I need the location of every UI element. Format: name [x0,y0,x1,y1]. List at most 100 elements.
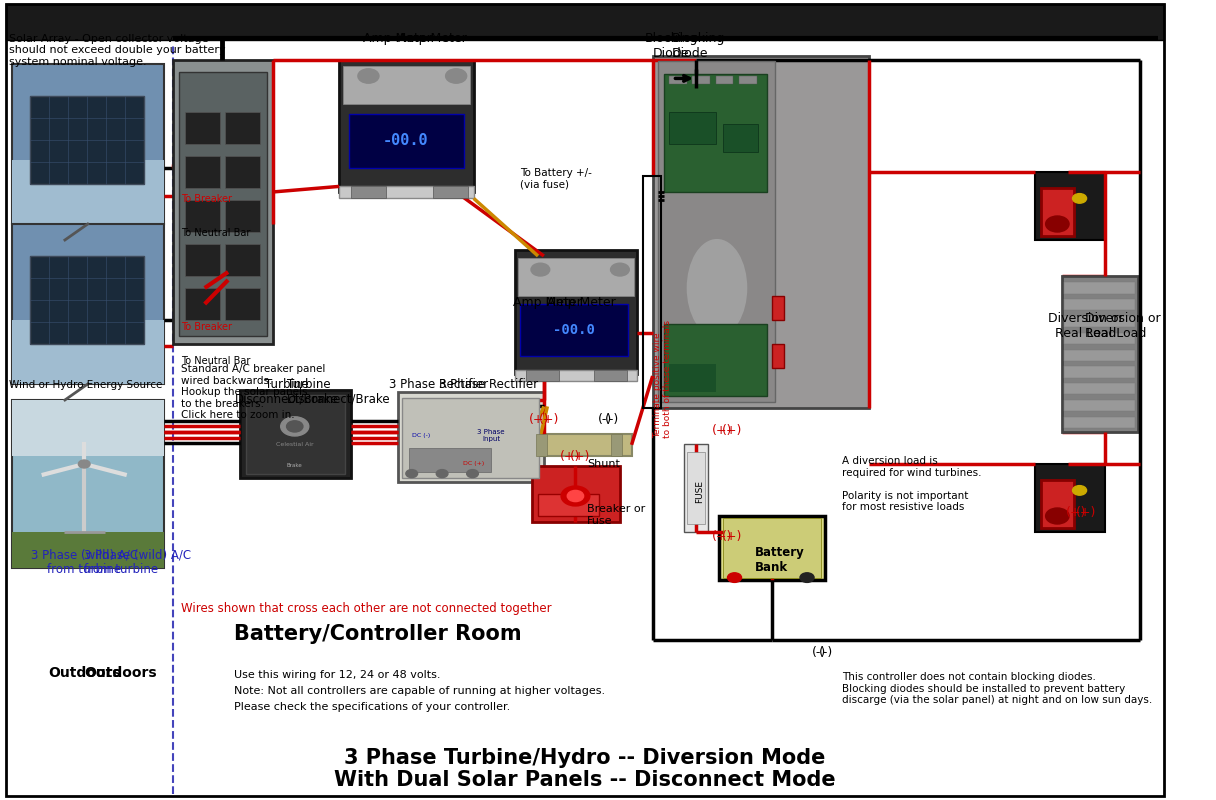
Bar [1064,316,1135,327]
Circle shape [445,69,467,83]
Bar [772,344,783,368]
Circle shape [406,470,417,478]
Text: Diversion or
Real Load: Diversion or Real Load [1048,312,1124,340]
Text: Terminate positive wire
to both of these terminals: Terminate positive wire to both of these… [653,320,672,438]
Text: With Dual Solar Panels -- Disconnect Mode: With Dual Solar Panels -- Disconnect Mod… [334,770,835,790]
Bar [1064,333,1135,344]
Text: Wind or Hydro Energy Source: Wind or Hydro Energy Source [10,380,163,390]
Bar [1064,282,1135,294]
Text: To Breaker: To Breaker [181,322,232,331]
Text: Outdoors: Outdoors [47,666,120,679]
Text: (+): (+) [711,424,732,437]
Text: Turbine
Disconnect/Brake: Turbine Disconnect/Brake [235,378,338,406]
Circle shape [568,490,584,502]
Circle shape [287,421,303,432]
Circle shape [467,470,478,478]
Text: Amp Meter: Amp Meter [513,296,581,309]
Text: -00.0: -00.0 [383,134,429,148]
Bar [1041,188,1074,236]
Text: Wires shown that cross each other are not connected together: Wires shown that cross each other are no… [181,602,552,614]
Text: (+): (+) [529,413,550,426]
Circle shape [1046,508,1069,524]
Text: 3 Phase
Input: 3 Phase Input [478,430,505,442]
Bar [1064,299,1135,310]
Bar [669,112,716,144]
Bar [351,186,385,198]
Bar [739,76,756,84]
Bar [173,60,272,344]
Bar [664,74,767,192]
Text: (-): (-) [811,646,826,659]
Bar [30,96,143,184]
Bar [433,186,468,198]
Text: To Breaker: To Breaker [181,194,232,204]
Circle shape [1073,194,1087,203]
Bar [12,400,164,568]
Text: Amp Meter: Amp Meter [364,32,432,45]
Bar [514,370,637,381]
Bar [536,434,547,456]
Bar [537,494,598,516]
Bar [225,156,260,188]
Text: (+): (+) [1066,506,1086,518]
Text: 3 Phase (wild) A/C
from turbine: 3 Phase (wild) A/C from turbine [30,548,137,576]
Bar [6,4,1164,40]
Bar [179,72,266,336]
Bar [225,200,260,232]
Bar [185,200,220,232]
Text: Blocking
Diode: Blocking Diode [671,32,725,60]
Bar [1041,480,1074,528]
Bar [185,288,220,320]
Text: To Neutral Bar: To Neutral Bar [181,228,250,238]
Text: Blocking
Diode: Blocking Diode [644,32,698,60]
Text: Battery
Bank: Battery Bank [754,546,804,574]
Bar [595,370,627,381]
Text: To Battery +/-
(via fuse): To Battery +/- (via fuse) [520,168,592,190]
Bar [246,395,345,474]
Bar [12,160,164,224]
Text: (+): (+) [569,450,590,463]
Bar [610,434,623,456]
Bar [240,390,351,478]
Text: Amp Meter: Amp Meter [547,296,617,309]
Bar [720,516,824,580]
Circle shape [358,69,379,83]
Text: This controller does not contain blocking diodes.
Blocking diodes should be inst: This controller does not contain blockin… [843,672,1153,706]
Bar [12,64,164,224]
Text: 3 Phase (wild) A/C
from turbine: 3 Phase (wild) A/C from turbine [84,548,191,576]
Ellipse shape [688,240,747,336]
Bar [410,448,491,472]
Bar [30,256,143,344]
Bar [1064,417,1135,428]
Bar [1064,400,1135,411]
Text: (+): (+) [721,530,742,542]
Text: (+): (+) [721,424,742,437]
Text: 3 Phase Rectifier: 3 Phase Rectifier [389,378,488,390]
Circle shape [562,486,590,506]
Text: 3 Phase Rectifier: 3 Phase Rectifier [439,378,537,390]
Bar [402,398,539,478]
Text: (+): (+) [539,413,559,426]
Bar [339,60,474,192]
Bar [716,76,733,84]
Bar [225,112,260,144]
Text: Note: Not all controllers are capable of running at higher voltages.: Note: Not all controllers are capable of… [233,686,606,695]
Text: Diversion or
Real Load: Diversion or Real Load [1086,312,1161,340]
Bar [772,296,783,320]
Text: (+): (+) [711,530,732,542]
Bar [185,112,220,144]
Circle shape [800,573,814,582]
Text: Amp Meter: Amp Meter [398,32,467,45]
Text: Please check the specifications of your controller.: Please check the specifications of your … [233,702,511,712]
Bar [722,124,758,152]
Text: Celestial Air: Celestial Air [276,442,314,446]
Bar [685,444,708,532]
Circle shape [531,263,550,276]
Text: (-): (-) [597,413,612,426]
Bar [669,364,716,392]
Circle shape [437,470,447,478]
Text: Use this wiring for 12, 24 or 48 volts.: Use this wiring for 12, 24 or 48 volts. [233,670,440,679]
Bar [653,56,869,408]
Text: To Neutral Bar: To Neutral Bar [181,356,250,366]
Bar [1062,276,1138,432]
